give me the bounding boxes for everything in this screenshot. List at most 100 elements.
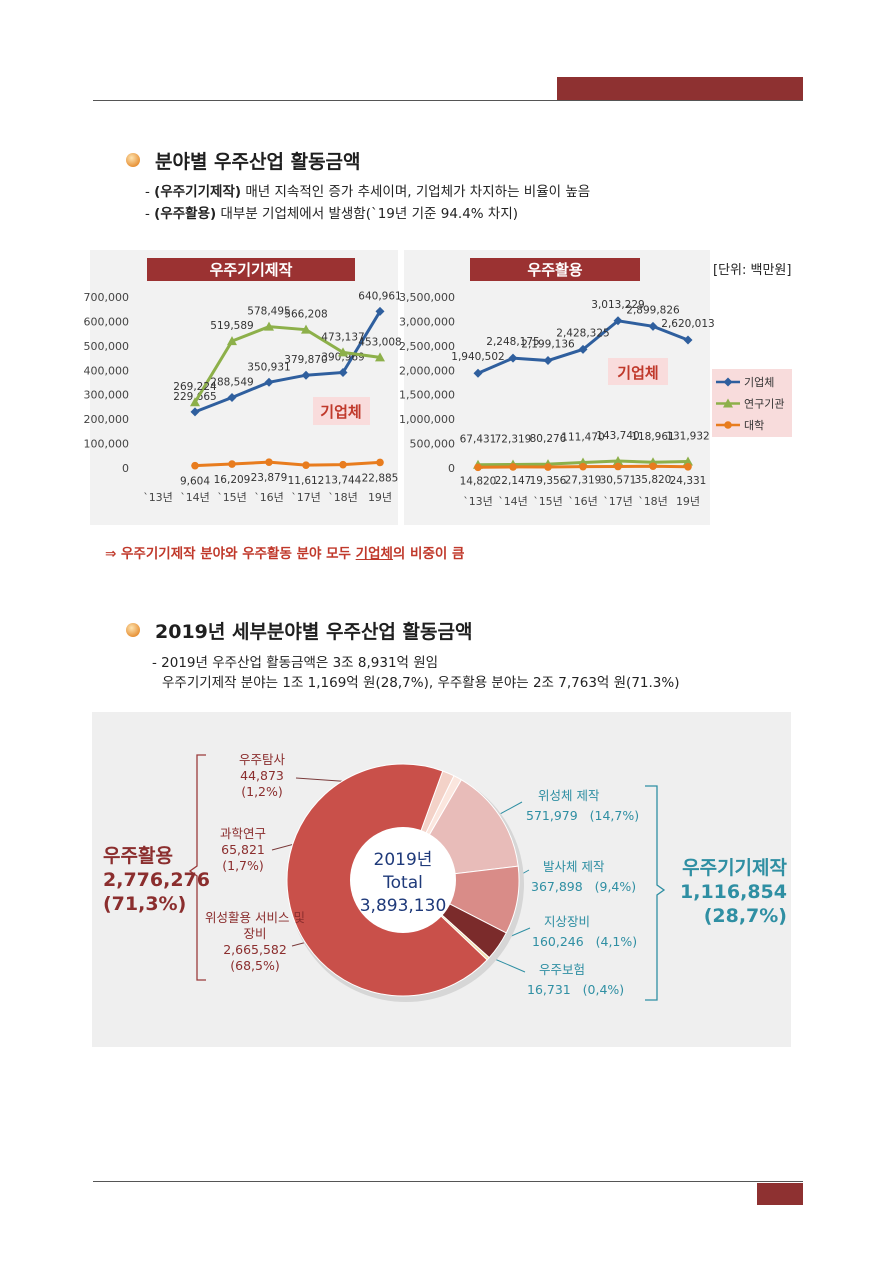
marker [509,463,517,471]
data-label: 473,137 [321,331,364,343]
marker [508,353,518,363]
slice-label: 발사체 제작 367,898 (9,4%) [531,857,636,897]
data-label: 2,620,013 [661,318,714,330]
x-tick-label: `14년 [498,495,528,508]
y-tick-label: 200,000 [84,413,130,426]
slice-percent: (0,4%) [582,982,625,997]
bullet-lead: (우주기기제작) [154,184,242,200]
bullet-text: 매년 지속적인 증가 추세이며, 기업체가 차지하는 비율이 높음 [245,184,591,200]
y-tick-label: 600,000 [84,315,130,328]
data-label: 3,013,229 [591,299,644,311]
legend-label: 대학 [744,419,764,432]
data-label: 2,199,136 [521,339,575,351]
slice-percent: (9,4%) [594,879,637,894]
data-label: 22,147 [495,475,532,487]
data-label: 1,940,502 [451,351,504,363]
chart-title-band [470,258,640,281]
marker [614,462,622,471]
chart-title-band [147,258,355,281]
center-text: 2019년 [374,850,433,870]
slice-value: 367,898 [531,879,583,894]
conclusion-text: ⇒ 우주기기제작 분야와 우주활동 분야 모두 [105,546,356,562]
marker [191,461,199,470]
marker [339,460,347,469]
slice-percent: (1,2%) [241,784,283,799]
slice-label: 위성체 제작 571,979 (14,7%) [526,786,639,826]
series-line [194,310,382,414]
data-label: 9,604 [180,476,210,488]
marker [302,461,310,469]
slice-percent: (68,5%) [230,958,280,973]
y-tick-label: 1,000,000 [399,413,455,426]
slice-name: 위성체 제작 [538,788,600,803]
slice-percent: (4,1%) [595,934,638,949]
marker [649,462,657,471]
slice-name: 발사체 제작 [543,859,605,874]
section-title: 분야별 우주산업 활동금액 [155,151,361,173]
slice-value: 2,665,582 [223,942,287,957]
slice-name: 우주보험 [539,962,586,977]
section-title: 2019년 세부분야별 우주산업 활동금액 [155,621,473,643]
y-tick-label: 2,000,000 [399,364,455,377]
bracket [645,785,666,1001]
slice-value: 16,731 [527,982,571,997]
x-tick-label: `17년 [603,495,633,508]
slice-percent: (14,7%) [589,808,640,823]
conclusion: ⇒ 우주기기제작 분야와 우주활동 분야 모두 기업체의 비중이 큼 [105,542,464,562]
group-percent: (28,7%) [703,905,787,927]
body-line: - 2019년 우주산업 활동금액은 3조 8,931억 원임 [152,655,439,671]
slice-label: 우주탐사 44,873 (1,2%) [217,752,307,800]
data-label: 288,549 [210,377,253,389]
chart-panel [404,250,710,525]
data-label: 11,612 [288,475,325,487]
donut-hole [350,827,456,933]
marker [723,377,733,387]
charts: 우주기기제작 0 100,000 200,000 300,000 400,000 500,0… [84,261,784,1002]
data-label: 30,571 [600,475,637,487]
marker [338,367,348,377]
bullet-marker: - [145,206,150,222]
unit-label: [단위: 백만원] [713,263,792,278]
series-line [194,460,381,468]
marker [264,377,274,387]
bullet-text: 대부분 기업체에서 발생함(`19년 기준 94.4% 차지) [220,206,519,222]
data-label: 19,356 [530,475,567,487]
annotation: 기업체 [617,364,658,382]
marker [723,398,733,408]
legend-label: 기업체 [744,376,774,389]
group-name: 우주기기제작 [682,857,787,879]
y-tick-label: 0 [122,462,129,475]
marker [228,460,236,468]
x-tick-label: `15년 [533,495,563,508]
y-tick-label: 400,000 [84,364,130,377]
marker [227,336,237,346]
chart-panel [90,250,398,525]
y-tick-label: 700,000 [84,291,130,304]
x-tick-label: `18년 [638,495,668,508]
x-tick-label: 19년 [676,495,700,508]
legend-label: 연구기관 [744,398,784,411]
x-tick-label: `15년 [217,491,247,504]
x-tick-label: `16년 [254,491,284,504]
data-label: 2,428,325 [556,327,609,339]
data-label: 131,932 [666,431,709,443]
slice-name: 지상장비 [544,914,591,929]
marker [227,393,237,403]
marker [375,352,385,362]
marker [578,344,588,354]
footer-box [757,1183,803,1205]
marker [265,458,273,466]
x-tick-label: `16년 [568,495,598,508]
bullet-icon [126,153,140,167]
data-label: 67,431 [460,434,497,446]
slice-value-row: 571,979 (14,7%) [526,806,639,826]
data-label: 269,224 [173,381,217,393]
data-label: 578,495 [247,306,290,318]
data-label: 350,931 [247,361,290,373]
bullet-icon [126,623,140,637]
bullet-lead: (우주활용) [154,206,217,222]
marker [301,370,311,380]
data-label: 640,961 [358,290,401,302]
slice-value-row: 16,731 (0,4%) [527,980,624,1000]
